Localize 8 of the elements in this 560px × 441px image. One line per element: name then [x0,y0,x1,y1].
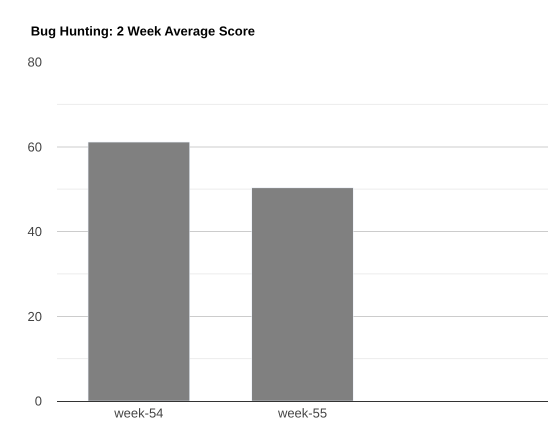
y-tick-label: 20 [28,308,42,324]
x-tick-label: week-55 [276,406,328,421]
x-tick-label: week-54 [113,406,164,421]
chart-title: Bug Hunting: 2 Week Average Score [30,24,255,39]
y-tick-label: 60 [28,139,42,154]
y-tick-label: 80 [28,54,42,70]
y-tick-label: 0 [34,394,42,409]
y-tick-label: 40 [28,224,42,240]
